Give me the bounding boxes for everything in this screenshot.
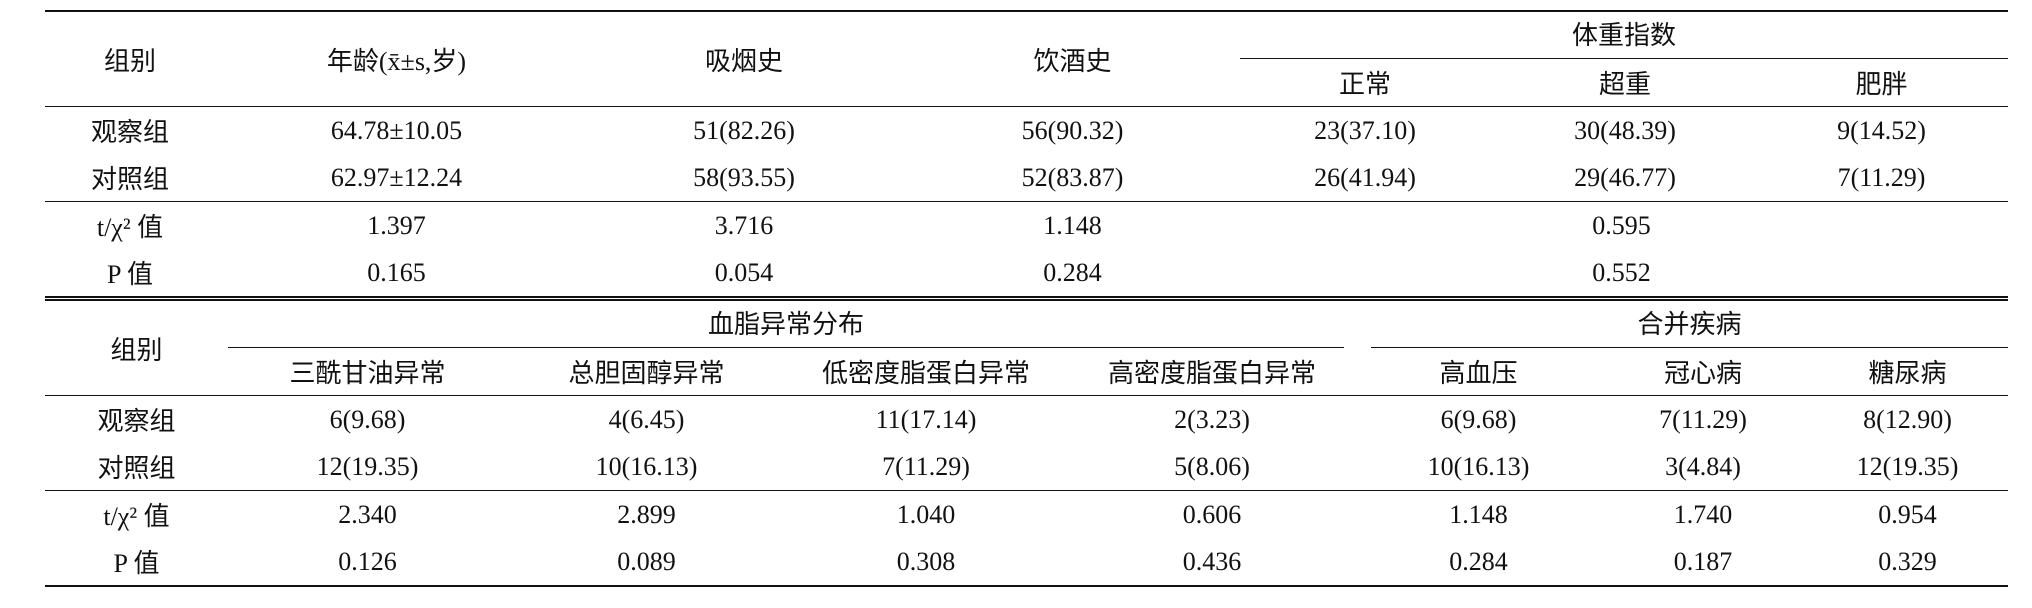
stat-cell: 0.308 <box>896 546 956 576</box>
stat-cell: 0.089 <box>617 546 676 576</box>
header-cell: 组别 <box>45 301 228 396</box>
stat-cell: 1.740 <box>1673 499 1733 529</box>
header-underline: 体重指数 <box>1240 13 2009 59</box>
row: 正常 超重 肥胖 <box>45 59 2009 107</box>
stat-cell: 0.165 <box>367 257 426 287</box>
cell: 10(16.13) <box>1427 451 1530 481</box>
cell: 对照组 <box>97 454 176 483</box>
subheader-cell: 总胆固醇异常 <box>507 348 786 396</box>
cell: 5(8.06) <box>1174 451 1250 481</box>
table-1: 组别 年龄(x̄±s,岁) 吸烟史 饮酒史 体重指数 正常 超重 肥胖观察组 64.78±10.… <box>45 10 2009 301</box>
stat-cell: 0.284 <box>1449 546 1508 576</box>
row: 组别 血脂异常分布 合并疾病 <box>45 301 2009 396</box>
cell: 30(48.39) <box>1574 115 1676 145</box>
cell: 2(3.23) <box>1174 404 1250 434</box>
cell: 7(11.29) <box>882 451 970 481</box>
row: t/χ² 值 2.340 2.899 1.040 0.606 1.148 1.740 0.95… <box>45 491 2008 539</box>
header-underline: 血脂异常分布 <box>228 302 1345 348</box>
subheader-cell: 三酰甘油异常 <box>228 348 507 396</box>
row: t/χ² 值 1.397 3.716 1.148 0.595 <box>45 202 2008 250</box>
cell: 23(37.10) <box>1314 115 1416 145</box>
header-cell: 合并疾病 <box>1358 301 2009 348</box>
stat-cell: 0.126 <box>338 546 397 576</box>
stat-cell: t/χ² 值 <box>96 213 164 242</box>
row: 观察组 64.78±10.05 51(82.26) 56(90.32) 23(37.10… <box>45 107 2008 155</box>
subheader-cell: 冠心病 <box>1599 348 1808 396</box>
stat-cell: 2.340 <box>338 499 397 529</box>
stat-cell: 1.040 <box>896 499 956 529</box>
header-cell: 吸烟史 <box>578 11 910 107</box>
row: 对照组 62.97±12.24 58(93.55) 52(83.87) 26(41.94… <box>45 154 2009 202</box>
subheader-cell: 高密度脂蛋白异常 <box>1066 348 1359 396</box>
row: 三酰甘油异常 总胆固醇异常 低密度脂蛋白异常 高密度脂蛋白异常 高血压 冠心病 糖尿病 <box>45 348 2009 396</box>
stat-cell: 0.284 <box>1043 257 1102 287</box>
subheader-cell: 正常 <box>1235 59 1495 107</box>
stat-cell: 0.954 <box>1878 499 1937 529</box>
stat-cell: P 值 <box>113 549 160 578</box>
cell: 对照组 <box>90 165 169 194</box>
header-underline: 合并疾病 <box>1371 302 2009 348</box>
stat-cell: 1.148 <box>1043 210 1102 240</box>
cell: 7(11.29) <box>1837 162 1926 192</box>
stat-cell: 0.595 <box>1592 210 1651 240</box>
header-cell: 体重指数 <box>1235 11 2009 59</box>
cell: 29(46.77) <box>1574 162 1676 192</box>
cell: 12(19.35) <box>316 451 419 481</box>
cell: 10(16.13) <box>595 451 698 481</box>
subheader-cell: 高血压 <box>1358 348 1600 396</box>
cell: 51(82.26) <box>693 115 795 145</box>
stat-cell: 1.397 <box>367 210 426 240</box>
row: P 值 0.165 0.054 0.284 0.552 <box>45 249 2008 299</box>
cell: 26(41.94) <box>1314 162 1416 192</box>
stat-cell: 2.899 <box>617 499 676 529</box>
cell: 3(4.84) <box>1665 451 1741 481</box>
row: 观察组 6(9.68) 4(6.45) 11(17.14) 2(3.23) 6(9.68)… <box>45 396 2008 444</box>
stat-cell: 1.148 <box>1449 499 1508 529</box>
cell: 58(93.55) <box>693 162 795 192</box>
cell: 9(14.52) <box>1837 115 1926 145</box>
cell: 观察组 <box>90 118 169 147</box>
cell: 4(6.45) <box>608 404 685 434</box>
stat-cell: 0.054 <box>714 257 774 287</box>
stat-cell: 3.716 <box>714 210 774 240</box>
subheader-cell: 肥胖 <box>1755 59 2009 107</box>
cell: 6(9.68) <box>329 404 406 434</box>
cell: 52(83.87) <box>1021 162 1124 192</box>
row: 组别 年龄(x̄±s,岁) 吸烟史 饮酒史 体重指数 <box>45 11 2009 107</box>
stat-cell: 0.436 <box>1182 546 1242 576</box>
cell: 7(11.29) <box>1659 404 1747 434</box>
cell: 6(9.68) <box>1440 404 1517 434</box>
table-2: 组别 血脂异常分布 合并疾病 三酰甘油异常 总胆固醇异常 低密度脂蛋白异常 高密度脂蛋白异常… <box>45 301 2009 587</box>
cell: 56(90.32) <box>1021 115 1124 145</box>
cell: 8(12.90) <box>1863 404 1952 434</box>
header-cell: 饮酒史 <box>910 11 1235 107</box>
header-cell: 血脂异常分布 <box>228 301 1358 348</box>
header-cell: 年龄(x̄±s,岁) <box>215 11 578 107</box>
stat-cell: P 值 <box>107 260 153 289</box>
cell: 64.78±10.05 <box>330 115 463 145</box>
subheader-cell: 糖尿病 <box>1807 348 2009 396</box>
subheader-cell: 低密度脂蛋白异常 <box>786 348 1066 396</box>
stat-cell: 0.329 <box>1878 546 1937 576</box>
stat-cell: 0.187 <box>1673 546 1733 576</box>
cell: 62.97±12.24 <box>330 162 463 192</box>
tables: 组别 年龄(x̄±s,岁) 吸烟史 饮酒史 体重指数 正常 超重 肥胖 观察组 64.78±10.… <box>45 10 2009 587</box>
stat-cell: t/χ² 值 <box>103 502 170 531</box>
header-cell: 组别 <box>45 11 215 107</box>
row: 对照组 12(19.35) 10(16.13) 7(11.29) 5(8.06) 10(1… <box>45 443 2009 491</box>
subheader-cell: 超重 <box>1495 59 1755 107</box>
stat-cell: 0.552 <box>1592 257 1651 287</box>
stat-cell: 0.606 <box>1182 499 1242 529</box>
cell: 11(17.14) <box>875 404 977 434</box>
row: P 值 0.126 0.089 0.308 0.436 0.284 0.187 0.329 <box>45 538 2008 586</box>
cell: 观察组 <box>97 407 176 436</box>
cell: 12(19.35) <box>1856 451 1959 481</box>
